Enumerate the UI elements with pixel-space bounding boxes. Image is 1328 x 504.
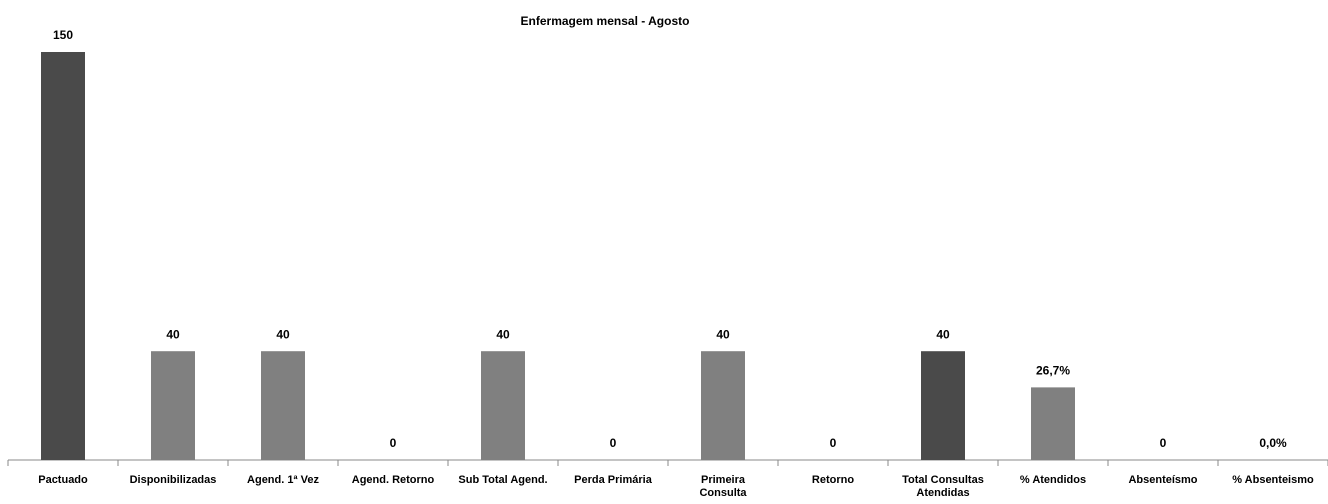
data-label: 150 xyxy=(53,28,73,42)
x-tick-label: Perda Primária xyxy=(574,474,652,486)
data-label: 40 xyxy=(936,327,950,341)
data-label: 0 xyxy=(610,436,617,450)
data-label: 40 xyxy=(716,327,730,341)
x-tick-label: Agend. Retorno xyxy=(351,474,435,486)
bar xyxy=(701,351,745,460)
bar xyxy=(481,351,525,460)
data-label: 40 xyxy=(166,327,180,341)
x-tick-label: Pactuado xyxy=(38,474,88,486)
bar xyxy=(261,351,305,460)
x-tick-label: Absenteísmo xyxy=(1128,474,1198,486)
x-tick-label: Agend. 1ª Vez xyxy=(247,474,319,486)
data-label: 0 xyxy=(1160,436,1167,450)
bar xyxy=(151,351,195,460)
x-tick-label: Retorno xyxy=(811,474,855,486)
bar xyxy=(1031,387,1075,460)
data-label: 0 xyxy=(390,436,397,450)
x-tick-label: Primeira Consulta xyxy=(699,474,747,499)
data-label: 26,7% xyxy=(1036,364,1070,378)
data-label: 0,0% xyxy=(1259,436,1287,450)
x-tick-label: Sub Total Agend. xyxy=(458,474,548,486)
x-tick-label: Total Consultas Atendidas xyxy=(902,474,984,499)
chart-title: Enfermagem mensal - Agosto xyxy=(521,14,690,28)
bar xyxy=(41,52,85,460)
data-label: 0 xyxy=(830,436,837,450)
x-tick-label: % Atendidos xyxy=(1019,474,1087,486)
x-tick-label: % Absenteismo xyxy=(1232,474,1314,486)
x-tick-label: Disponibilizadas xyxy=(129,474,217,486)
data-label: 40 xyxy=(276,327,290,341)
data-label: 40 xyxy=(496,327,510,341)
bar xyxy=(921,351,965,460)
